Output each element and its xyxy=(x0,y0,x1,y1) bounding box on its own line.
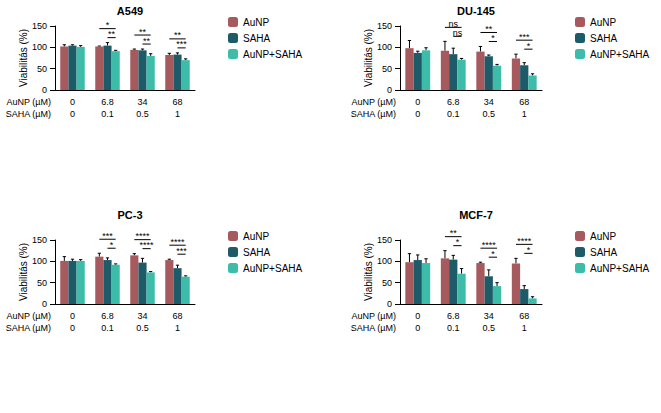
svg-text:AuNP (µM): AuNP (µM) xyxy=(6,97,51,107)
svg-text:0: 0 xyxy=(70,109,75,119)
svg-text:0.1: 0.1 xyxy=(447,323,460,333)
svg-text:68: 68 xyxy=(172,311,182,321)
svg-text:0: 0 xyxy=(415,311,420,321)
svg-text:100: 100 xyxy=(377,256,392,266)
svg-text:0.1: 0.1 xyxy=(101,109,114,119)
svg-text:0: 0 xyxy=(415,323,420,333)
svg-text:34: 34 xyxy=(137,97,147,107)
svg-text:AuNP: AuNP xyxy=(590,17,616,28)
svg-text:50: 50 xyxy=(382,64,392,74)
svg-text:150: 150 xyxy=(32,21,47,31)
svg-text:****: **** xyxy=(140,240,155,250)
svg-text:1: 1 xyxy=(175,323,180,333)
svg-text:68: 68 xyxy=(519,311,529,321)
svg-text:Viabilitás (%): Viabilitás (%) xyxy=(363,29,374,87)
svg-text:6.8: 6.8 xyxy=(101,311,114,321)
svg-text:50: 50 xyxy=(382,278,392,288)
svg-text:AuNP+SAHA: AuNP+SAHA xyxy=(243,263,303,274)
svg-text:***: *** xyxy=(176,39,187,49)
svg-text:DU-145: DU-145 xyxy=(457,5,495,17)
svg-text:0: 0 xyxy=(70,97,75,107)
svg-text:0.1: 0.1 xyxy=(101,323,114,333)
svg-text:0: 0 xyxy=(415,109,420,119)
svg-text:50: 50 xyxy=(37,278,47,288)
svg-text:SAHA (µM): SAHA (µM) xyxy=(6,323,51,333)
svg-text:50: 50 xyxy=(37,64,47,74)
svg-text:**: ** xyxy=(143,36,151,46)
svg-text:68: 68 xyxy=(519,97,529,107)
svg-text:150: 150 xyxy=(377,235,392,245)
svg-text:Viabilitás (%): Viabilitás (%) xyxy=(363,243,374,301)
svg-text:1: 1 xyxy=(522,323,527,333)
svg-text:ns: ns xyxy=(453,28,463,38)
svg-text:*: * xyxy=(491,249,495,259)
svg-text:0.5: 0.5 xyxy=(482,109,495,119)
svg-text:6.8: 6.8 xyxy=(447,97,460,107)
svg-text:34: 34 xyxy=(484,97,494,107)
svg-text:6.8: 6.8 xyxy=(101,97,114,107)
svg-text:0: 0 xyxy=(387,299,392,309)
svg-text:*: * xyxy=(110,240,114,250)
svg-text:0: 0 xyxy=(42,85,47,95)
svg-text:0.5: 0.5 xyxy=(136,109,149,119)
svg-text:SAHA (µM): SAHA (µM) xyxy=(351,323,396,333)
svg-text:*: * xyxy=(527,245,531,255)
svg-text:ns: ns xyxy=(448,18,458,29)
svg-text:Viabilitás (%): Viabilitás (%) xyxy=(18,243,29,301)
svg-text:SAHA: SAHA xyxy=(243,247,271,258)
svg-text:68: 68 xyxy=(172,97,182,107)
svg-text:PC-3: PC-3 xyxy=(117,209,142,221)
svg-text:SAHA: SAHA xyxy=(590,247,618,258)
svg-text:SAHA: SAHA xyxy=(243,33,271,44)
svg-text:1: 1 xyxy=(175,109,180,119)
svg-text:0: 0 xyxy=(387,85,392,95)
svg-text:AuNP: AuNP xyxy=(590,231,616,242)
svg-text:*: * xyxy=(456,237,460,247)
svg-text:100: 100 xyxy=(377,42,392,52)
svg-text:AuNP+SAHA: AuNP+SAHA xyxy=(590,49,650,60)
svg-text:0: 0 xyxy=(415,97,420,107)
svg-text:Viabilitás (%): Viabilitás (%) xyxy=(18,29,29,87)
svg-text:AuNP (µM): AuNP (µM) xyxy=(351,97,396,107)
svg-text:6.8: 6.8 xyxy=(447,311,460,321)
svg-text:0.1: 0.1 xyxy=(447,109,460,119)
svg-text:AuNP+SAHA: AuNP+SAHA xyxy=(590,263,650,274)
svg-text:150: 150 xyxy=(377,21,392,31)
svg-text:SAHA: SAHA xyxy=(590,33,618,44)
svg-text:*: * xyxy=(491,33,495,43)
svg-text:***: *** xyxy=(176,246,187,256)
svg-text:AuNP (µM): AuNP (µM) xyxy=(6,311,51,321)
svg-text:AuNP: AuNP xyxy=(243,17,269,28)
svg-text:1: 1 xyxy=(522,109,527,119)
svg-text:MCF-7: MCF-7 xyxy=(459,209,493,221)
svg-text:*: * xyxy=(527,41,531,51)
svg-text:0: 0 xyxy=(70,311,75,321)
svg-text:34: 34 xyxy=(484,311,494,321)
svg-text:A549: A549 xyxy=(117,5,143,17)
svg-text:SAHA (µM): SAHA (µM) xyxy=(6,109,51,119)
svg-text:100: 100 xyxy=(32,42,47,52)
svg-text:AuNP+SAHA: AuNP+SAHA xyxy=(243,49,303,60)
svg-text:34: 34 xyxy=(137,311,147,321)
svg-text:0: 0 xyxy=(70,323,75,333)
svg-text:AuNP: AuNP xyxy=(243,231,269,242)
svg-text:100: 100 xyxy=(32,256,47,266)
svg-text:AuNP (µM): AuNP (µM) xyxy=(351,311,396,321)
svg-text:0.5: 0.5 xyxy=(136,323,149,333)
svg-text:150: 150 xyxy=(32,235,47,245)
svg-text:SAHA (µM): SAHA (µM) xyxy=(351,109,396,119)
svg-text:0: 0 xyxy=(42,299,47,309)
svg-text:**: ** xyxy=(108,29,116,39)
svg-text:0.5: 0.5 xyxy=(482,323,495,333)
